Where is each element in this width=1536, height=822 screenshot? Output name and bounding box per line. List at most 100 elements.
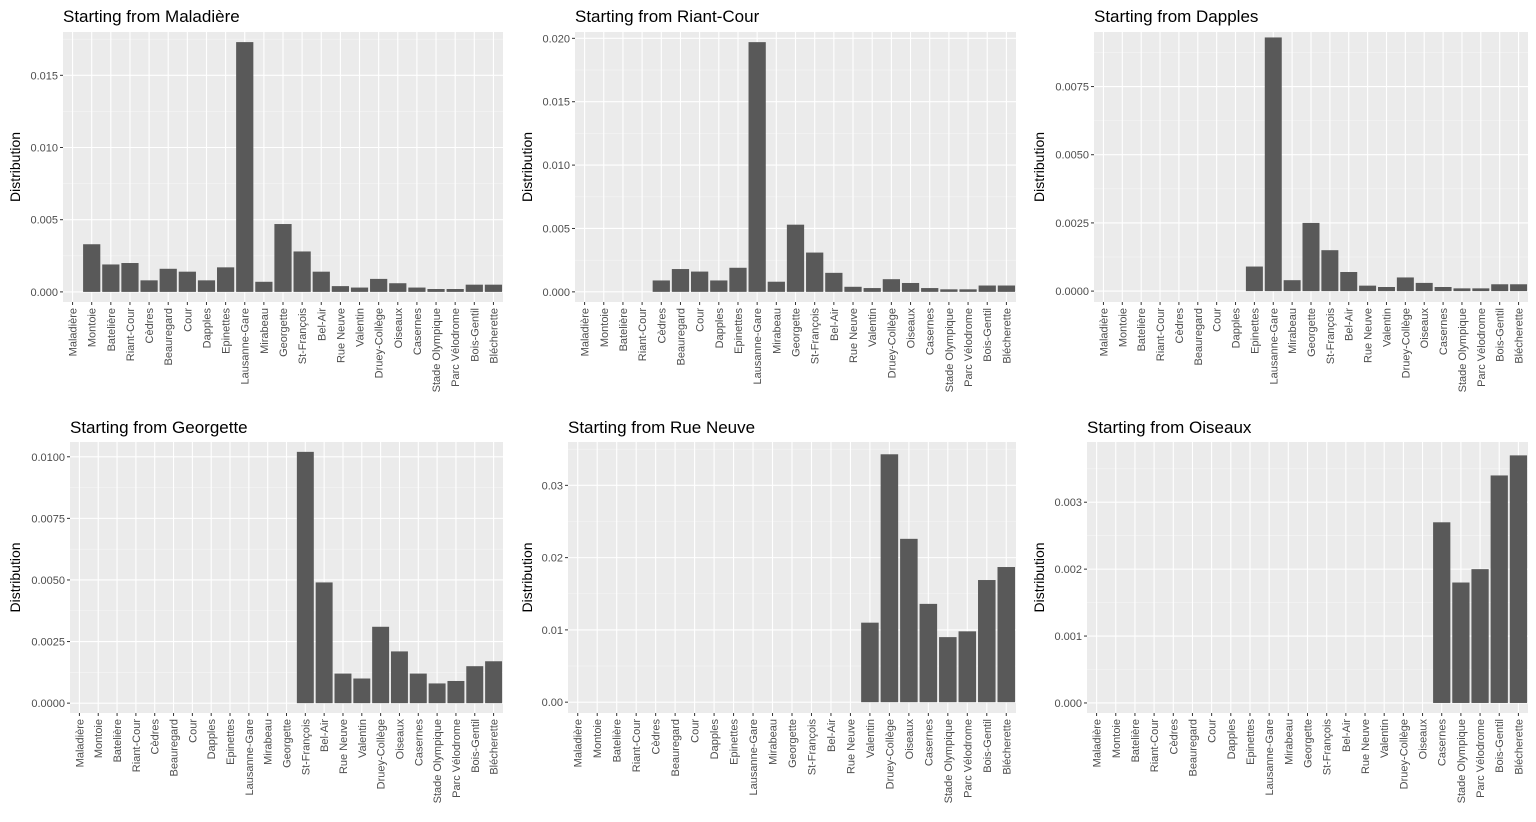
bar — [978, 580, 996, 703]
x-tick-label: Rue Neuve — [1360, 719, 1372, 774]
x-tick-label: Batelière — [1130, 719, 1142, 762]
bar — [882, 279, 900, 292]
x-tick-label: Druey-Collège — [1400, 308, 1412, 378]
x-tick-label: Lausanne-Gare — [748, 719, 760, 795]
x-tick-label: Bel-Air — [1344, 308, 1356, 341]
bar — [958, 631, 977, 703]
x-tick-label: Maladière — [1092, 719, 1104, 767]
bar — [729, 267, 747, 292]
bar — [1472, 288, 1490, 292]
chart-title: Starting from Georgette — [70, 418, 248, 437]
bar — [1452, 582, 1470, 703]
bar — [484, 284, 503, 292]
bar — [140, 280, 158, 292]
bar — [465, 284, 483, 292]
bar — [1264, 37, 1282, 292]
bar — [197, 280, 216, 292]
x-tick-label: Oiseaux — [906, 308, 918, 349]
bar — [353, 678, 371, 704]
x-tick-label: Bel-Air — [826, 719, 838, 752]
x-tick-label: Stade Olympique — [431, 308, 443, 392]
bar — [710, 280, 728, 292]
x-tick-label: Epinettes — [225, 719, 237, 765]
y-tick-label: 0.0050 — [31, 575, 65, 587]
x-tick-label: Cour — [187, 719, 199, 743]
x-tick-label: Bel-Air — [1341, 719, 1353, 752]
x-tick-label: Mirabeau — [1283, 719, 1295, 765]
bar — [844, 286, 862, 292]
x-tick-label: Mirabeau — [771, 308, 783, 354]
x-tick-label: Georgette — [791, 308, 803, 357]
x-tick-label: Oiseaux — [904, 719, 916, 760]
x-tick-label: Beauregard — [675, 308, 687, 366]
bar — [1359, 285, 1377, 292]
bar — [178, 271, 196, 292]
x-tick-label: Rue Neuve — [338, 719, 350, 774]
bar — [1340, 272, 1358, 292]
x-tick-label: Druey-Collège — [376, 719, 388, 789]
chart-panel-4: 0.0000 0.0025 0.0050 0.0075 0.0100 Maladière M… — [7, 418, 503, 803]
bar — [217, 267, 235, 292]
bar — [959, 289, 977, 292]
bar — [255, 281, 273, 292]
bar — [296, 451, 314, 704]
bar — [939, 637, 957, 703]
x-tick-label: Parc Vélodrome — [963, 308, 975, 387]
y-tick-label: 0.002 — [1054, 564, 1082, 576]
y-tick-label: 0.0025 — [31, 637, 65, 649]
bar — [1491, 284, 1509, 292]
x-tick-label: Bois-Gentil — [982, 308, 994, 362]
bar — [1434, 287, 1452, 292]
bar — [919, 603, 938, 703]
x-tick-label: Stade Olympique — [1456, 719, 1468, 803]
bar — [997, 567, 1016, 703]
x-tick-label: Montoie — [599, 308, 611, 347]
x-tick-label: Casernes — [412, 308, 424, 356]
x-tick-label: Lausanne-Gare — [244, 719, 256, 795]
bar — [102, 264, 120, 292]
x-tick-label: Oiseaux — [1419, 308, 1431, 349]
bar — [861, 622, 879, 703]
y-tick-label: 0.000 — [1054, 698, 1082, 710]
x-tick-label: Bois-Gentil — [469, 308, 481, 362]
x-tick-label: St-François — [810, 308, 822, 365]
bar — [315, 582, 333, 704]
bar — [863, 288, 881, 292]
x-tick-label: Casernes — [1437, 719, 1449, 767]
y-tick-label: 0.0000 — [31, 698, 65, 710]
y-tick-label: 0.0075 — [31, 513, 65, 525]
y-tick-label: 0.02 — [542, 553, 563, 565]
y-tick-label: 0.010 — [30, 143, 58, 155]
y-tick-label: 0.020 — [542, 33, 570, 45]
x-tick-label: Riant-Cour — [131, 719, 143, 773]
x-tick-label: Mirabeau — [259, 308, 271, 354]
x-tick-label: Rue Neuve — [335, 308, 347, 363]
bar — [446, 289, 464, 292]
x-tick-label: Valentin — [867, 308, 879, 347]
x-tick-label: Riant-Cour — [637, 308, 649, 362]
bar — [1396, 277, 1414, 292]
y-tick-label: 0.005 — [542, 223, 570, 235]
x-tick-label: Bois-Gentil — [470, 719, 482, 773]
x-tick-label: Cour — [695, 308, 707, 332]
x-tick-label: Bel-Air — [319, 719, 331, 752]
x-tick-label: Cour — [1212, 308, 1224, 332]
bar — [1302, 222, 1320, 292]
y-tick-label: 0.003 — [1054, 497, 1082, 509]
x-tick-label: Casernes — [413, 719, 425, 767]
x-tick-label: Blécherette — [489, 719, 501, 775]
x-tick-label: Blécherette — [1514, 308, 1526, 364]
bar — [1415, 282, 1433, 292]
x-tick-label: St-François — [297, 308, 309, 365]
x-tick-label: Batelière — [618, 308, 630, 351]
x-tick-label: Beauregard — [1193, 308, 1205, 366]
bar — [372, 626, 390, 704]
bar — [671, 269, 690, 292]
x-tick-label: Oiseaux — [1418, 719, 1430, 760]
bar — [1321, 250, 1339, 292]
x-tick-label: Cèdres — [651, 719, 663, 755]
x-tick-label: Lausanne-Gare — [752, 308, 764, 384]
y-tick-label: 0.0100 — [31, 452, 65, 464]
x-tick-label: Druey-Collège — [374, 308, 386, 378]
